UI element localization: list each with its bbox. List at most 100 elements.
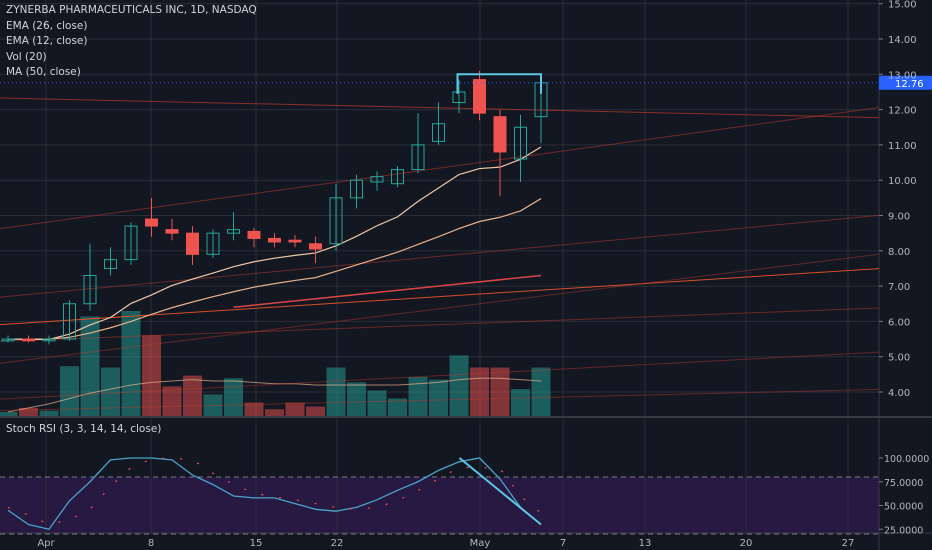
trendline xyxy=(0,307,880,342)
volume-ma-line xyxy=(7,377,542,413)
price-tick-label: 8.00 xyxy=(888,247,910,258)
rsi-tick-label: 75.0000 xyxy=(884,478,923,489)
time-tick-label: 13 xyxy=(639,538,652,549)
volume-bar xyxy=(121,311,141,416)
stoch-rsi-k-line xyxy=(7,457,542,530)
volume-bar xyxy=(203,394,223,416)
candle-body xyxy=(1,338,15,342)
chart-legend: ZYNERBA PHARMACEUTICALS INC, 1D, NASDAQ … xyxy=(6,3,257,81)
volume-bar xyxy=(101,367,120,416)
time-tick-label: May xyxy=(470,538,491,549)
price-tick-label: 13.00 xyxy=(888,70,917,81)
volume-bar xyxy=(224,378,243,416)
volume-bar xyxy=(449,355,469,416)
volume-bar xyxy=(265,409,284,416)
volume-bar xyxy=(19,407,38,416)
trendline xyxy=(0,214,880,298)
candle-body xyxy=(227,229,240,234)
candle-body xyxy=(63,303,76,340)
time-tick-label: 8 xyxy=(148,538,154,549)
price-tick-label: 15.00 xyxy=(888,0,917,11)
legend-ma50[interactable]: MA (50, close) xyxy=(6,66,81,78)
candle-body xyxy=(391,169,404,185)
volume-bar xyxy=(80,316,100,416)
candle-body xyxy=(145,218,158,227)
candle-body xyxy=(493,116,507,153)
last-price-tag xyxy=(879,75,932,90)
candle-body xyxy=(206,232,220,255)
candle-body xyxy=(473,79,486,114)
trendline xyxy=(0,388,880,412)
candle-body xyxy=(22,338,35,342)
candle-body xyxy=(83,275,97,305)
volume-bar xyxy=(162,386,182,416)
candle-body xyxy=(104,259,117,269)
candle-body xyxy=(432,123,445,142)
legend-ema26[interactable]: EMA (26, close) xyxy=(6,19,88,32)
time-tick-label: 27 xyxy=(842,538,855,549)
time-tick-label: 7 xyxy=(560,538,566,549)
rsi-band xyxy=(0,477,879,534)
candle-body xyxy=(124,225,138,261)
trendline xyxy=(0,107,880,230)
legend-ema12[interactable]: EMA (12, close) xyxy=(6,35,88,47)
volume-bar xyxy=(347,382,366,416)
time-tick-label: 15 xyxy=(250,538,263,549)
volume-bar xyxy=(408,376,428,416)
price-tick-label: 9.00 xyxy=(888,212,910,223)
time-tick-label: Apr xyxy=(37,538,55,549)
legend-volume[interactable]: Vol (20) xyxy=(6,50,47,63)
ema26-line xyxy=(8,198,542,340)
candle-body xyxy=(452,91,466,104)
price-tick-label: 5.00 xyxy=(888,353,910,364)
rsi-tick-label: 100.0000 xyxy=(884,454,929,465)
rsi-tick-label: 50.0000 xyxy=(884,502,923,513)
candle-body xyxy=(247,230,261,239)
volume-bar xyxy=(531,367,551,416)
price-tick-label: 11.00 xyxy=(888,141,917,152)
volume-bar xyxy=(470,367,489,416)
volume-bar xyxy=(511,389,530,416)
volume-bar xyxy=(142,335,161,416)
legend-stoch-rsi[interactable]: Stoch RSI (3, 3, 14, 14, close) xyxy=(6,423,162,435)
volume-bar xyxy=(367,390,387,416)
candle-body xyxy=(411,144,425,171)
candle-body xyxy=(514,126,527,160)
volume-bar xyxy=(0,411,18,416)
volume-bar xyxy=(183,375,202,416)
grid xyxy=(0,0,879,533)
volume-bar xyxy=(326,367,346,416)
price-tick-label: 4.00 xyxy=(888,388,910,399)
rsi-highlight-line xyxy=(458,457,542,526)
candle-body xyxy=(42,338,56,342)
price-tick-label: 12.00 xyxy=(888,106,917,117)
volume-bar xyxy=(244,402,264,416)
candle-body xyxy=(309,243,322,250)
trendline xyxy=(0,97,880,119)
price-tick-label: 6.00 xyxy=(888,317,910,328)
rsi-tick-label: 25.0000 xyxy=(884,525,923,536)
volume-bar xyxy=(306,406,325,416)
candle-body xyxy=(350,179,363,199)
trendline xyxy=(0,253,880,364)
time-tick-label: 22 xyxy=(331,538,344,549)
trendline xyxy=(0,351,880,400)
price-tick-label: 7.00 xyxy=(888,282,910,293)
candle-body xyxy=(370,176,384,183)
ema12-line xyxy=(7,146,542,341)
chart-title: ZYNERBA PHARMACEUTICALS INC, 1D, NASDAQ xyxy=(6,4,257,16)
volume-bar xyxy=(388,398,407,416)
ma50-line xyxy=(233,274,542,309)
last-price-label: 12.76 xyxy=(895,79,924,90)
highlight-bracket xyxy=(456,73,542,94)
time-tick-label: 20 xyxy=(740,538,753,549)
candle-body xyxy=(186,232,199,255)
volume-bar xyxy=(60,366,79,416)
trendline xyxy=(0,268,880,326)
volume-bar xyxy=(429,379,448,416)
price-tick-label: 10.00 xyxy=(888,176,917,187)
price-tick-label: 14.00 xyxy=(888,35,917,46)
candle-body xyxy=(329,197,343,245)
